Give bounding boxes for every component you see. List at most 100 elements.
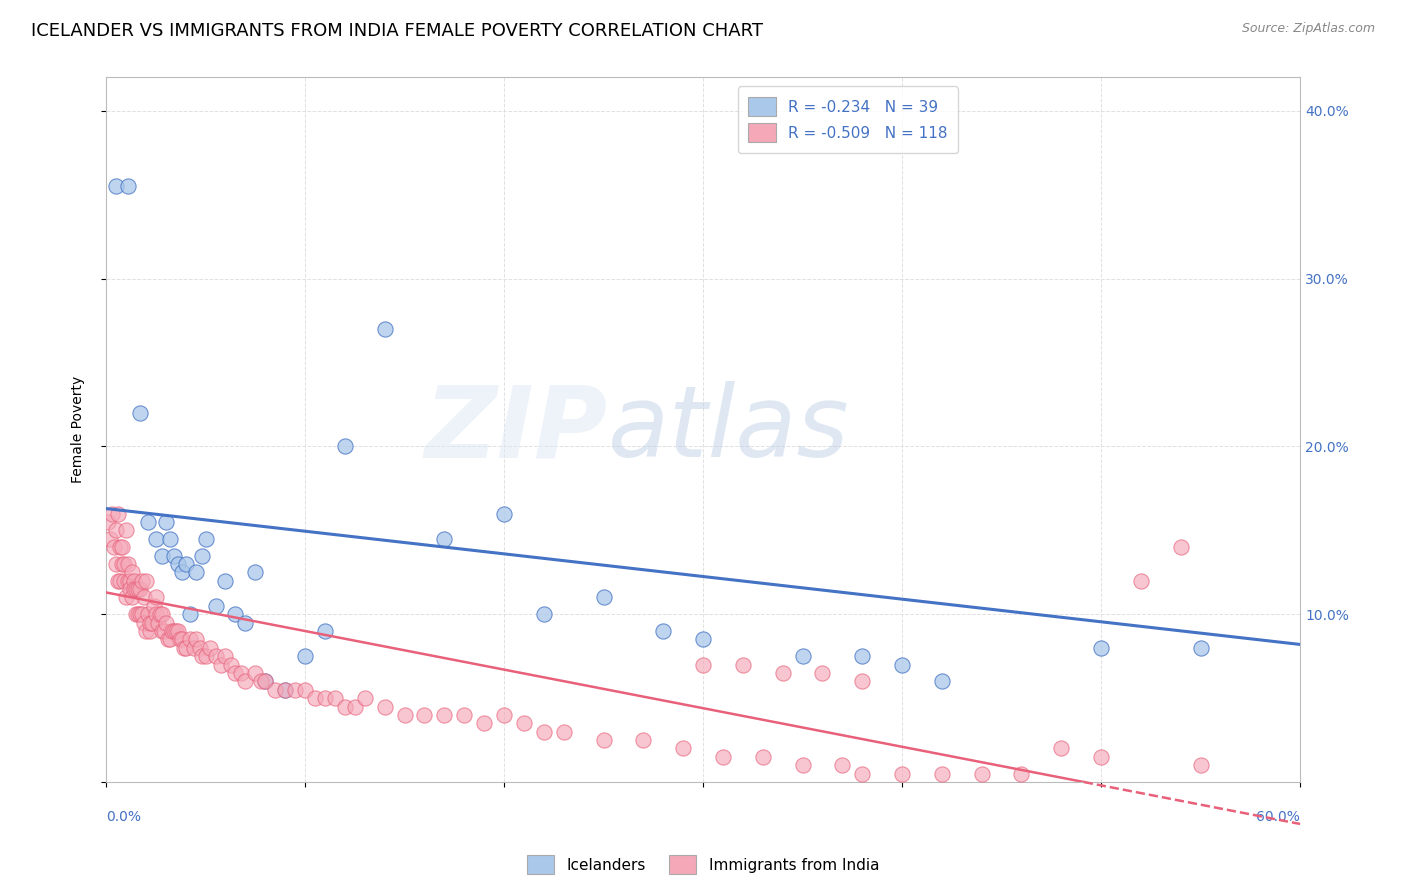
Point [156, 632, 179, 647]
Point [792, 649, 814, 664]
Point [141, 615, 163, 630]
Point [254, 674, 277, 689]
Y-axis label: Female Poverty: Female Poverty [72, 376, 86, 483]
Point [115, 591, 138, 605]
Point [204, 599, 226, 613]
Point [179, 607, 201, 622]
Point [214, 574, 236, 588]
Point [221, 657, 243, 672]
Point [127, 582, 149, 596]
Point [145, 532, 167, 546]
Point [264, 682, 287, 697]
Point [1189, 640, 1212, 655]
Point [245, 665, 267, 680]
Point [533, 724, 555, 739]
Point [159, 532, 181, 546]
Point [294, 649, 316, 664]
Point [1189, 758, 1212, 772]
Point [184, 632, 207, 647]
Point [163, 624, 186, 638]
Point [155, 615, 177, 630]
Legend: Icelanders, Immigrants from India: Icelanders, Immigrants from India [520, 849, 886, 880]
Point [692, 632, 714, 647]
Point [413, 707, 436, 722]
Point [333, 440, 356, 454]
Point [173, 640, 195, 655]
Point [254, 674, 277, 689]
Point [129, 406, 152, 420]
Point [121, 591, 143, 605]
Point [672, 741, 695, 756]
Point [117, 574, 139, 588]
Point [333, 699, 356, 714]
Point [224, 607, 246, 622]
Point [633, 733, 655, 747]
Point [188, 640, 211, 655]
Point [103, 540, 125, 554]
Point [284, 682, 307, 697]
Point [131, 574, 153, 588]
Point [294, 682, 316, 697]
Point [250, 674, 273, 689]
Point [970, 766, 993, 780]
Point [235, 674, 257, 689]
Point [112, 557, 135, 571]
Point [592, 591, 614, 605]
Point [245, 566, 267, 580]
Point [731, 657, 754, 672]
Point [142, 599, 165, 613]
Point [1011, 766, 1033, 780]
Point [111, 557, 134, 571]
Point [190, 649, 212, 664]
Point [1170, 540, 1192, 554]
Point [108, 574, 131, 588]
Point [145, 607, 167, 622]
Point [323, 691, 346, 706]
Point [125, 582, 148, 596]
Point [129, 607, 152, 622]
Point [174, 557, 197, 571]
Point [792, 758, 814, 772]
Point [314, 624, 336, 638]
Point [105, 524, 128, 538]
Point [194, 532, 217, 546]
Point [150, 549, 173, 563]
Point [97, 515, 120, 529]
Text: Source: ZipAtlas.com: Source: ZipAtlas.com [1241, 22, 1375, 36]
Point [150, 624, 173, 638]
Point [118, 582, 141, 596]
Text: 0.0%: 0.0% [105, 810, 141, 824]
Point [211, 657, 233, 672]
Point [711, 749, 734, 764]
Point [117, 557, 139, 571]
Point [107, 574, 129, 588]
Point [150, 607, 173, 622]
Point [129, 582, 152, 596]
Point [274, 682, 297, 697]
Point [145, 591, 167, 605]
Point [165, 624, 187, 638]
Point [132, 615, 155, 630]
Point [692, 657, 714, 672]
Point [125, 607, 148, 622]
Point [105, 179, 128, 194]
Legend: R = -0.234   N = 39, R = -0.509   N = 118: R = -0.234 N = 39, R = -0.509 N = 118 [738, 87, 957, 153]
Point [374, 699, 396, 714]
Point [169, 632, 191, 647]
Point [231, 665, 253, 680]
Point [136, 515, 159, 529]
Point [931, 674, 953, 689]
Point [174, 640, 197, 655]
Point [179, 632, 201, 647]
Point [170, 632, 193, 647]
Point [194, 649, 217, 664]
Point [851, 766, 873, 780]
Point [494, 707, 516, 722]
Point [235, 615, 257, 630]
Point [433, 707, 456, 722]
Point [135, 574, 157, 588]
Point [374, 322, 396, 336]
Point [136, 607, 159, 622]
Point [274, 682, 297, 697]
Point [752, 749, 775, 764]
